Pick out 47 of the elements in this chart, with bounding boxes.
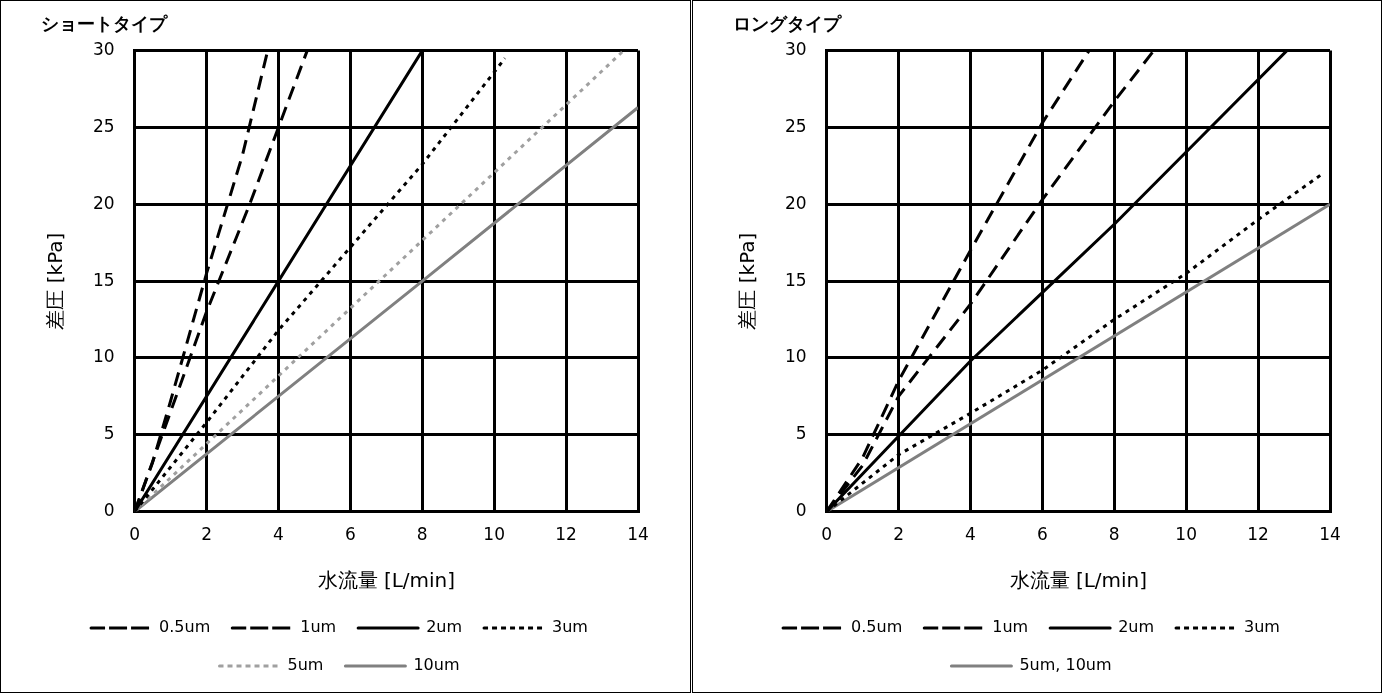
y-tick-label: 20 — [784, 192, 807, 213]
x-tick-label: 0 — [129, 524, 141, 545]
y-tick-label: 25 — [784, 115, 807, 136]
legend-label: 2um — [426, 617, 463, 637]
x-axis-title: 水流量 [L/min] — [317, 568, 456, 593]
x-axis-title: 水流量 [L/min] — [1009, 568, 1147, 593]
y-tick-label: 10 — [784, 346, 807, 367]
x-tick-label: 0 — [820, 524, 832, 545]
y-tick-label: 5 — [795, 423, 807, 444]
y-tick-label: 15 — [92, 269, 115, 290]
y-tick-label: 30 — [92, 39, 115, 60]
x-tick-label: 8 — [416, 524, 428, 545]
x-tick-label: 12 — [1246, 524, 1269, 545]
legend-label: 2um — [1117, 617, 1154, 637]
x-tick-label: 12 — [555, 524, 577, 545]
y-axis-title: 差圧 [kPa] — [734, 232, 759, 330]
x-tick-label: 4 — [964, 524, 976, 545]
chart-title: ロングタイプ — [732, 13, 842, 35]
y-tick-label: 0 — [103, 500, 115, 521]
y-tick-label: 5 — [103, 423, 115, 444]
x-tick-label: 2 — [892, 524, 904, 545]
x-tick-label: 6 — [344, 524, 356, 545]
legend-label: 0.5um — [159, 617, 211, 637]
y-tick-label: 10 — [92, 346, 115, 367]
legend-label: 1um — [991, 617, 1028, 637]
y-tick-label: 25 — [92, 115, 115, 136]
legend-label: 5um, 10um — [1018, 655, 1112, 675]
y-tick-label: 0 — [795, 500, 807, 521]
legend-label: 3um — [1243, 617, 1280, 637]
legend-label: 5um — [287, 655, 324, 675]
y-tick-label: 20 — [92, 192, 115, 213]
x-tick-label: 8 — [1108, 524, 1120, 545]
y-tick-label: 30 — [784, 39, 807, 60]
y-tick-label: 15 — [784, 269, 807, 290]
legend-label: 0.5um — [850, 617, 902, 637]
legend-label: 10um — [413, 655, 460, 675]
x-tick-label: 4 — [273, 524, 284, 545]
x-tick-label: 2 — [201, 524, 212, 545]
legend-label: 1um — [300, 617, 337, 637]
x-tick-label: 10 — [483, 524, 505, 545]
x-tick-label: 6 — [1036, 524, 1048, 545]
chart-title: ショートタイプ — [41, 13, 168, 35]
x-tick-label: 14 — [1318, 524, 1341, 545]
x-tick-label: 14 — [627, 524, 649, 545]
x-tick-label: 10 — [1174, 524, 1197, 545]
y-axis-title: 差圧 [kPa] — [43, 232, 68, 330]
legend-label: 3um — [552, 617, 588, 637]
